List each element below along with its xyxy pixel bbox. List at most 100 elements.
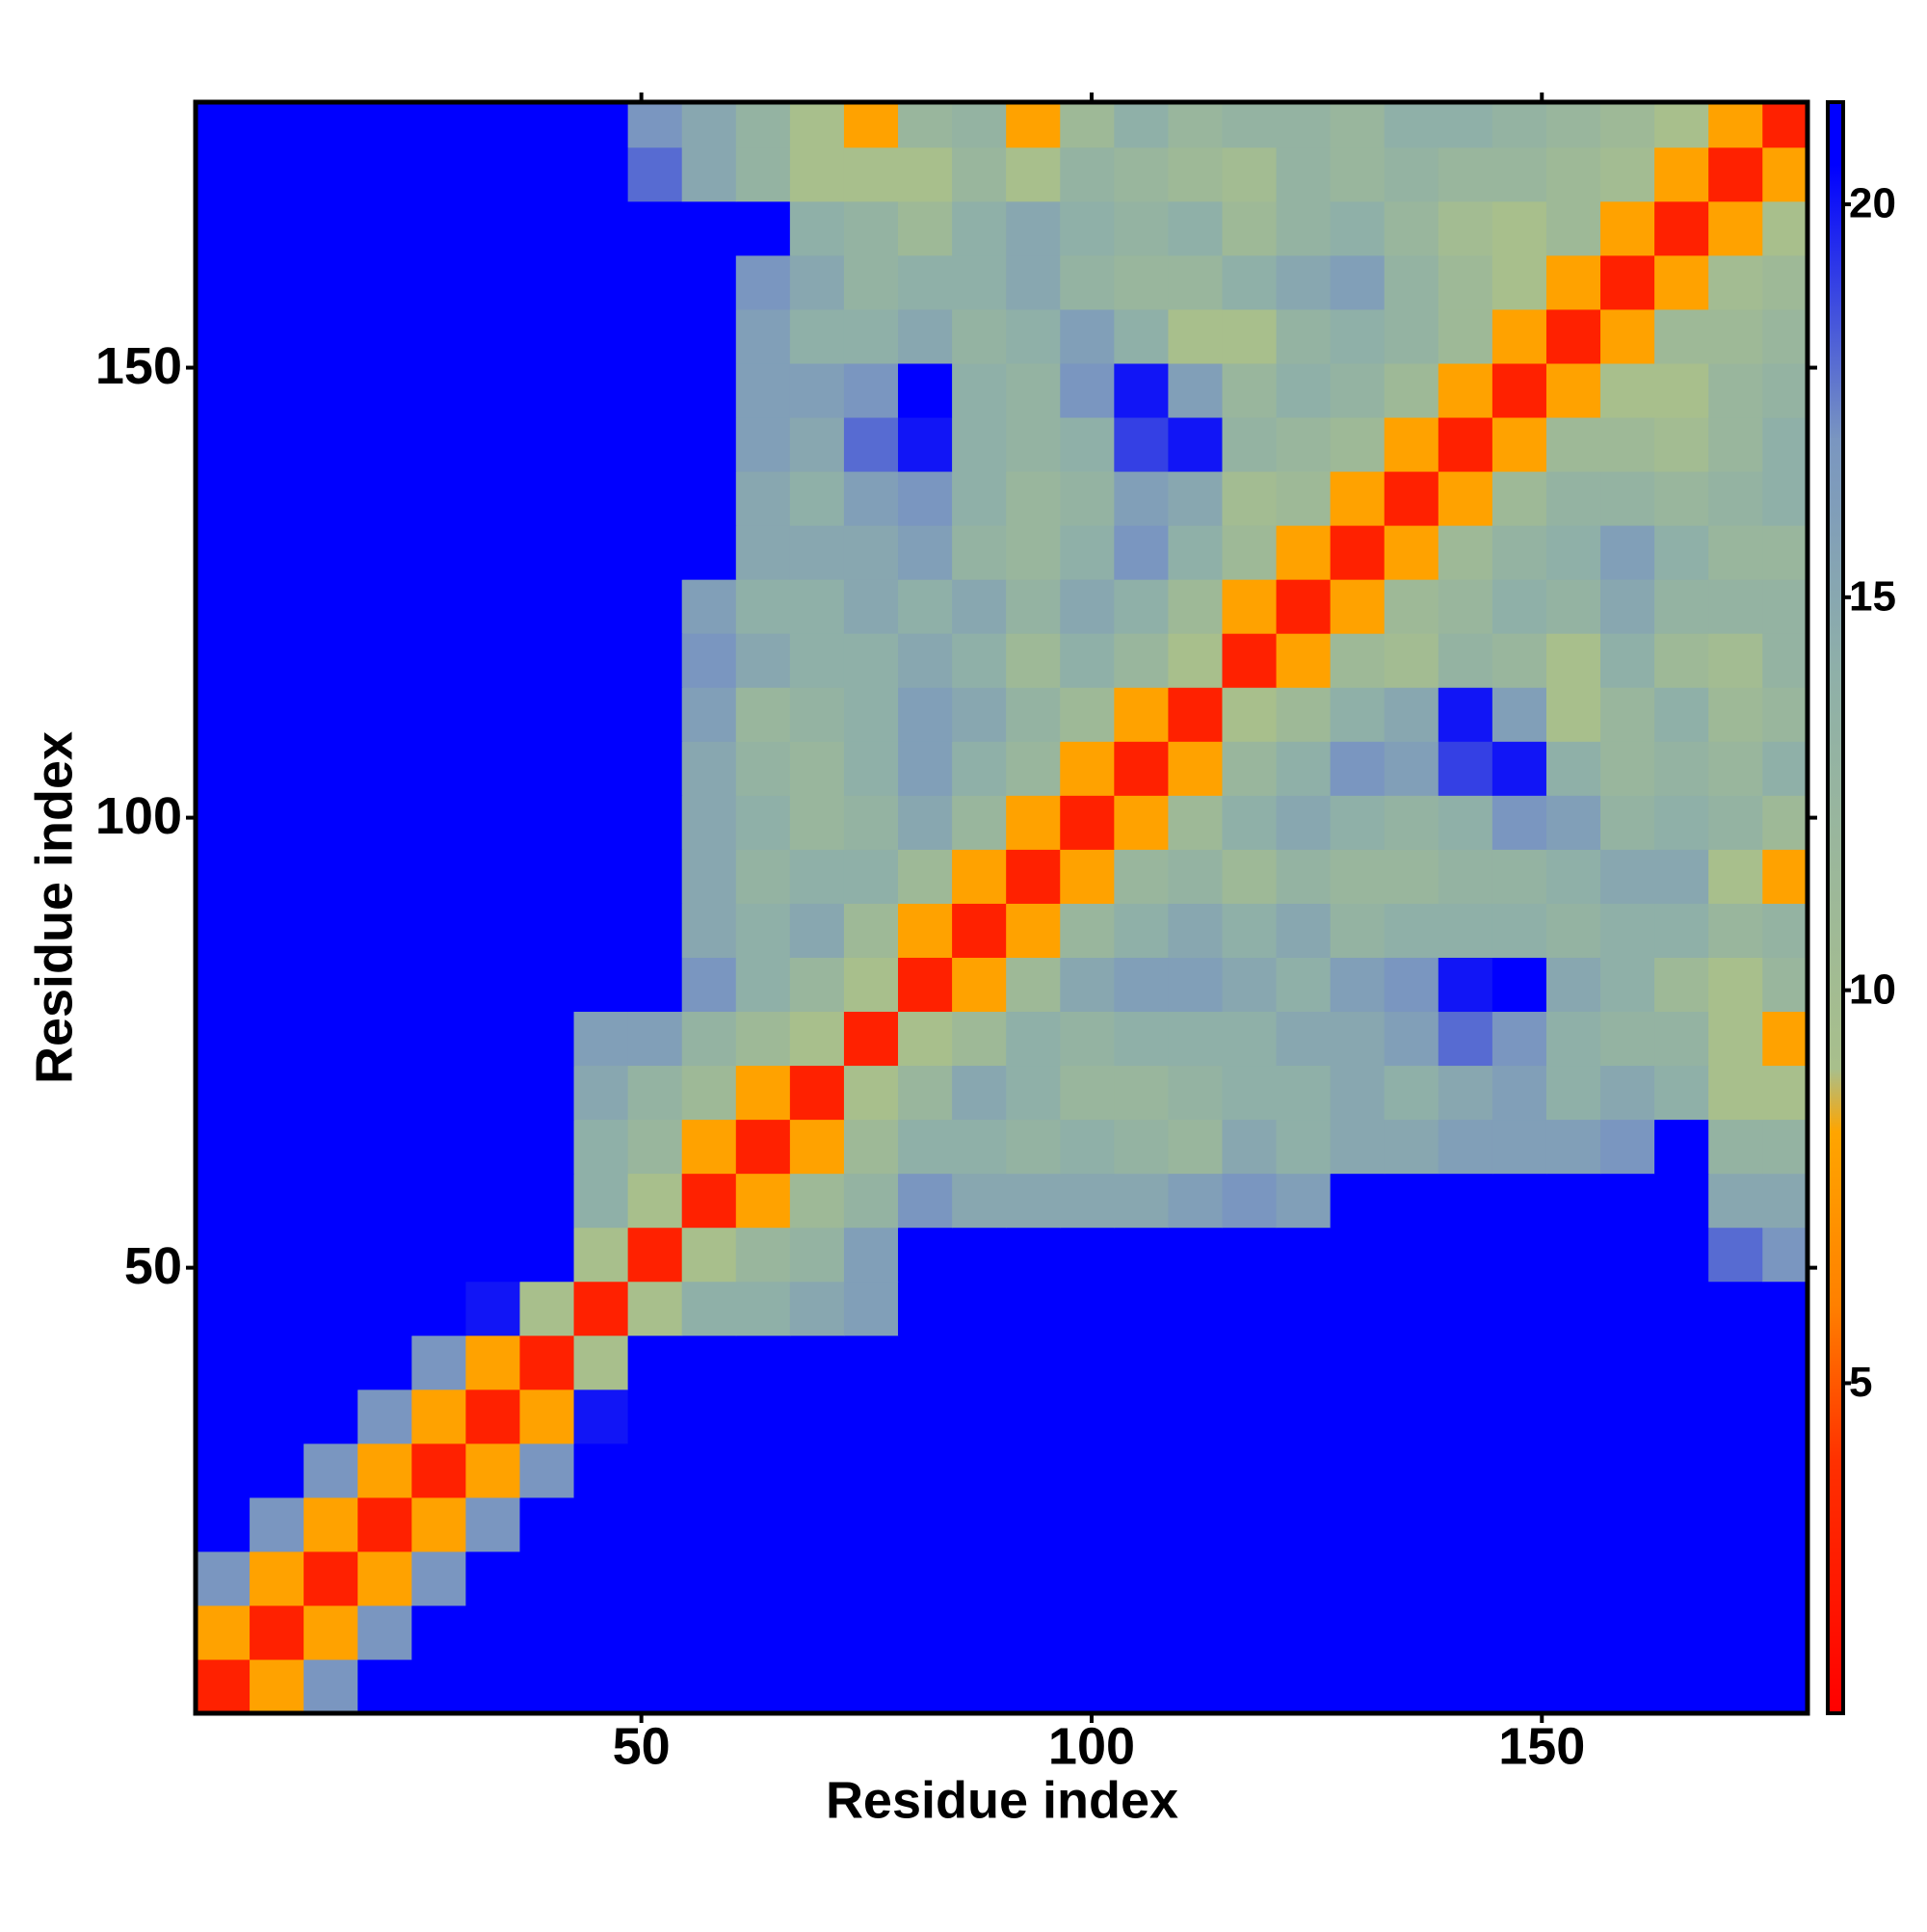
heatmap-cell: [735, 146, 791, 202]
heatmap-cell: [1545, 308, 1601, 364]
heatmap-cell: [843, 1389, 899, 1444]
heatmap-cell: [1222, 102, 1278, 148]
heatmap-cell: [1762, 1550, 1808, 1606]
heatmap-cell: [1114, 795, 1170, 850]
heatmap-cell: [411, 633, 466, 688]
heatmap-cell: [898, 957, 953, 1013]
heatmap-cell: [1006, 1173, 1061, 1229]
heatmap-cell: [1762, 470, 1808, 526]
heatmap-cell: [465, 1658, 521, 1713]
heatmap-cell: [411, 1011, 466, 1067]
heatmap-cell: [843, 741, 899, 796]
x-tick-label: 100: [1048, 1717, 1135, 1775]
heatmap-cell: [1654, 362, 1709, 418]
heatmap-cell: [1222, 308, 1278, 364]
heatmap-cell: [1491, 741, 1547, 796]
heatmap-cell: [789, 1281, 845, 1337]
heatmap-cell: [1438, 1281, 1493, 1337]
heatmap-cell: [573, 1065, 629, 1121]
heatmap-cell: [1168, 200, 1224, 256]
heatmap-cell: [519, 308, 575, 364]
heatmap-cell: [1060, 1227, 1115, 1283]
heatmap-cell: [1762, 362, 1808, 418]
heatmap-cell: [843, 416, 899, 472]
heatmap-cell: [735, 102, 791, 148]
heatmap-cell: [898, 1389, 953, 1444]
heatmap-cell: [1545, 102, 1601, 148]
heatmap-cell: [250, 1389, 304, 1444]
heatmap-cell: [1762, 687, 1808, 742]
heatmap-cell: [952, 525, 1007, 580]
heatmap-cell: [357, 1442, 412, 1498]
heatmap-cell: [681, 795, 737, 850]
heatmap-cell: [1654, 308, 1709, 364]
heatmap-cell: [573, 1550, 629, 1606]
heatmap-cell: [1545, 146, 1601, 202]
heatmap-cell: [1438, 470, 1493, 526]
heatmap-cell: [1438, 1335, 1493, 1390]
heatmap-cell: [1438, 362, 1493, 418]
heatmap-cell: [1545, 416, 1601, 472]
heatmap-cell: [519, 1065, 575, 1121]
heatmap-cell: [1330, 1496, 1386, 1552]
heatmap-cell: [1006, 470, 1061, 526]
heatmap-cell: [1276, 1658, 1332, 1713]
heatmap-cell: [1114, 741, 1170, 796]
heatmap-cell: [898, 416, 953, 472]
heatmap-cell: [789, 254, 845, 310]
heatmap-cell: [1600, 1604, 1655, 1660]
heatmap-cell: [1114, 1011, 1170, 1067]
heatmap-cell: [1762, 1281, 1808, 1337]
heatmap-cell: [898, 254, 953, 310]
heatmap-cell: [1276, 1173, 1332, 1229]
heatmap-cell: [681, 1442, 737, 1498]
heatmap-cell: [357, 146, 412, 202]
heatmap-cell: [573, 200, 629, 256]
heatmap-cell: [1330, 579, 1386, 634]
heatmap-cell: [1330, 1550, 1386, 1606]
heatmap-cell: [1600, 849, 1655, 904]
heatmap-cell: [411, 254, 466, 310]
heatmap-cell: [1600, 416, 1655, 472]
heatmap-cell: [250, 1011, 304, 1067]
heatmap-cell: [1545, 633, 1601, 688]
heatmap-cell: [357, 200, 412, 256]
heatmap-cell: [843, 957, 899, 1013]
heatmap-cell: [1222, 1173, 1278, 1229]
heatmap-cell: [1330, 795, 1386, 850]
heatmap-cell: [898, 102, 953, 148]
colorbar-tick-label: 10: [1849, 966, 1896, 1013]
heatmap-cell: [1168, 903, 1224, 958]
heatmap-cell: [1545, 1065, 1601, 1121]
heatmap-cell: [735, 741, 791, 796]
heatmap-cell: [789, 416, 845, 472]
y-tick-label: 100: [95, 787, 182, 845]
heatmap-cell: [681, 1658, 737, 1713]
heatmap-cell: [519, 741, 575, 796]
heatmap-cell: [1708, 795, 1763, 850]
heatmap-cell: [1222, 416, 1278, 472]
heatmap-cell: [357, 1173, 412, 1229]
heatmap-cell: [304, 1335, 358, 1390]
heatmap-cell: [573, 795, 629, 850]
heatmap-cell: [789, 633, 845, 688]
heatmap-cell: [843, 254, 899, 310]
heatmap-cell: [681, 1065, 737, 1121]
heatmap-cell: [465, 741, 521, 796]
heatmap-cell: [1384, 957, 1439, 1013]
heatmap-cell: [843, 200, 899, 256]
heatmap-cell: [1545, 579, 1601, 634]
heatmap-cell: [573, 1281, 629, 1337]
heatmap-cell: [1762, 1119, 1808, 1175]
heatmap-cell: [357, 1119, 412, 1175]
heatmap-cell: [1438, 957, 1493, 1013]
heatmap-cell: [1222, 1065, 1278, 1121]
heatmap-cell: [898, 200, 953, 256]
heatmap-cell: [1060, 525, 1115, 580]
heatmap-cell: [196, 1389, 251, 1444]
heatmap-cell: [196, 1011, 251, 1067]
heatmap-cell: [573, 1173, 629, 1229]
heatmap-cell: [735, 687, 791, 742]
heatmap-cell: [1708, 741, 1763, 796]
